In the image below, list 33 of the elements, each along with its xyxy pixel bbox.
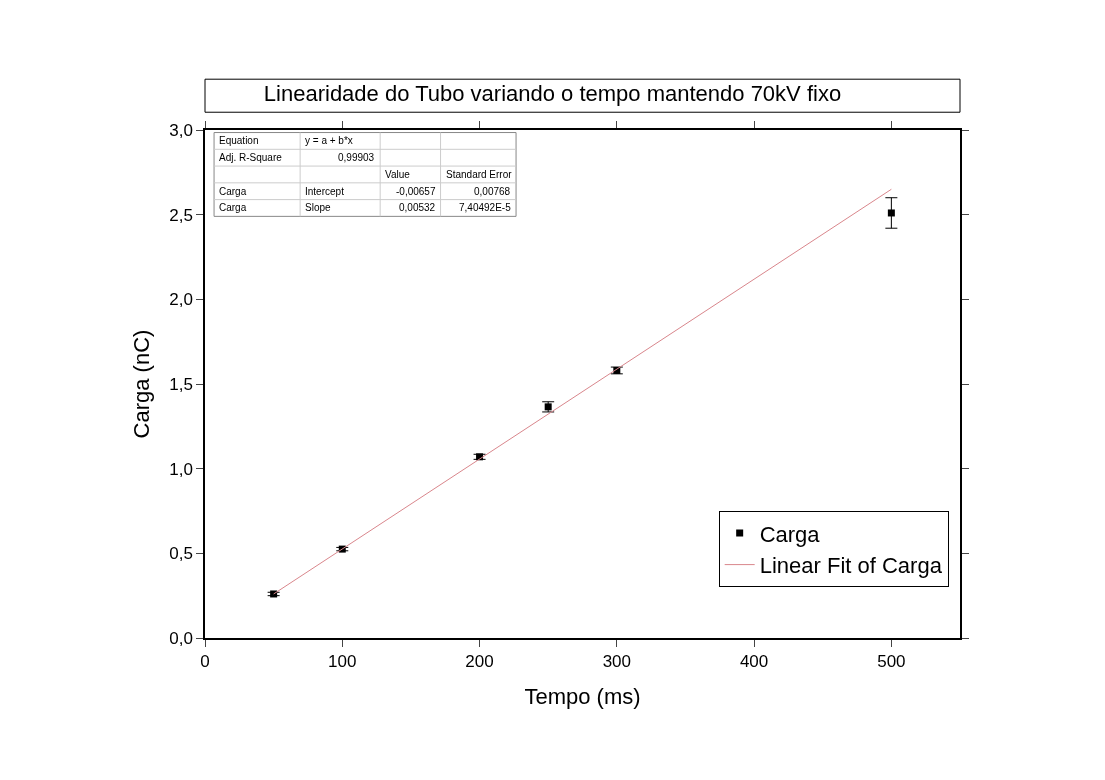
annotation: Value <box>385 169 411 180</box>
annotation: Carga <box>219 202 247 213</box>
annotation: Intercept <box>305 186 345 197</box>
annotation: Equation <box>219 135 259 146</box>
annotation: -0,00657 <box>396 186 436 197</box>
annotation: 0,00768 <box>474 186 511 197</box>
x-tick-label: 0 <box>200 652 210 672</box>
y-tick-label: 3,0 <box>169 120 193 140</box>
annotation: Carga <box>219 186 247 197</box>
chart-title: Linearidade do Tubo variando o tempo mantendo 70kV fixo <box>263 81 842 107</box>
y-axis-title: Carga (nC) <box>128 329 154 439</box>
x-axis-title: Tempo (ms) <box>524 683 641 709</box>
y-tick-label: 0,0 <box>169 628 193 648</box>
annotation: Standard Error <box>446 169 513 180</box>
annotation: 7,40492E-5 <box>459 202 512 213</box>
x-tick-label: 500 <box>877 652 906 672</box>
y-tick-label: 2,5 <box>169 205 193 225</box>
y-tick-label: 1,5 <box>169 374 193 394</box>
x-tick-label: 200 <box>465 652 494 672</box>
y-tick-label: 2,0 <box>169 290 193 310</box>
x-tick-label: 400 <box>739 652 769 672</box>
x-tick-label: 300 <box>602 652 632 672</box>
y-tick-label: 1,0 <box>169 459 193 479</box>
x-tick-label: 100 <box>328 652 357 672</box>
annotation: 0,00532 <box>399 202 436 213</box>
legend-label: Linear Fit of Carga <box>759 553 943 579</box>
annotation: Slope <box>305 202 332 213</box>
annotation: 0,99903 <box>338 152 375 163</box>
annotation: y = a + b*x <box>305 135 353 146</box>
annotation: Adj. R-Square <box>219 152 283 163</box>
point <box>887 209 895 217</box>
legend-label: Carga <box>759 521 821 547</box>
y-tick-label: 0,5 <box>169 544 193 564</box>
